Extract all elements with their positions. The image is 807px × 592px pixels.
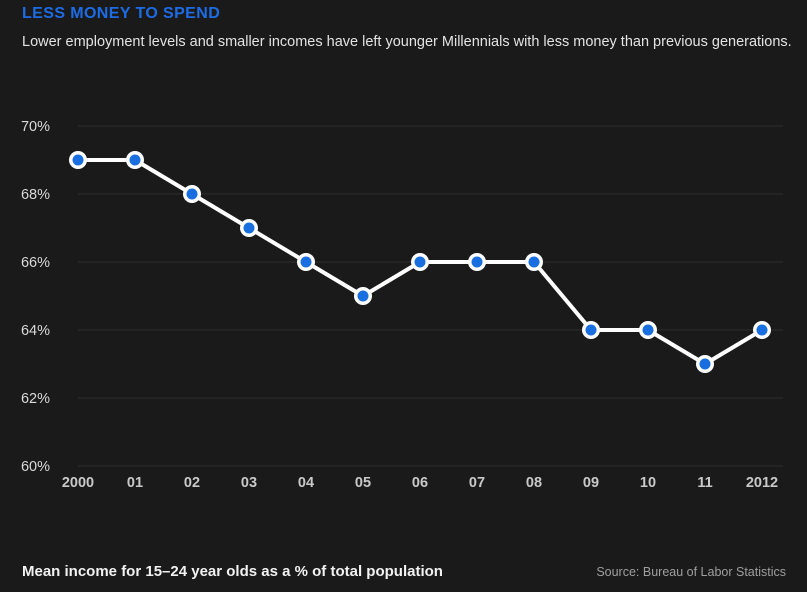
source-credit: Source: Bureau of Labor Statistics [596, 565, 786, 579]
x-axis-tick-label: 10 [640, 475, 656, 491]
data-point [699, 358, 711, 370]
x-axis-tick-label: 08 [526, 475, 542, 491]
chart-footer: Mean income for 15–24 year olds as a % o… [22, 563, 786, 580]
x-axis-tick-label: 04 [298, 475, 314, 491]
x-axis-tick-label: 05 [355, 475, 371, 491]
page-title: LESS MONEY TO SPEND [22, 5, 221, 22]
y-axis-tick-label: 60% [21, 459, 50, 475]
data-point [471, 256, 483, 268]
chart-caption: Mean income for 15–24 year olds as a % o… [22, 563, 443, 580]
data-point [585, 324, 597, 336]
chart-subtitle: Lower employment levels and smaller inco… [22, 34, 792, 50]
x-axis-tick-label: 2000 [62, 475, 94, 491]
data-point [357, 290, 369, 302]
x-axis-tick-label: 11 [697, 475, 712, 491]
y-axis-tick-label: 62% [21, 391, 50, 407]
line-chart: 60% 62% 64% 66% 68% 70% 2000 01 02 03 04 05 06 07 08 09… [21, 119, 783, 491]
x-axis-tick-label: 01 [127, 475, 143, 491]
x-axis-tick-label: 06 [412, 475, 428, 491]
y-axis-tick-label: 68% [21, 187, 50, 203]
y-axis-tick-label: 66% [21, 255, 50, 271]
data-point [756, 324, 768, 336]
data-point [186, 188, 198, 200]
x-axis-tick-label: 09 [583, 475, 599, 491]
x-axis-tick-label: 07 [469, 475, 485, 491]
data-point [642, 324, 654, 336]
data-point [300, 256, 312, 268]
data-point [72, 154, 84, 166]
y-axis-tick-label: 64% [21, 323, 50, 339]
data-point [528, 256, 540, 268]
x-axis-tick-label: 03 [241, 475, 257, 491]
data-point [414, 256, 426, 268]
data-point [129, 154, 141, 166]
chart-header: LESS MONEY TO SPEND Lower employment lev… [22, 5, 792, 52]
x-axis-tick-label: 2012 [746, 475, 778, 491]
data-point [243, 222, 255, 234]
x-axis-tick-label: 02 [184, 475, 200, 491]
y-axis-tick-label: 70% [21, 119, 50, 135]
